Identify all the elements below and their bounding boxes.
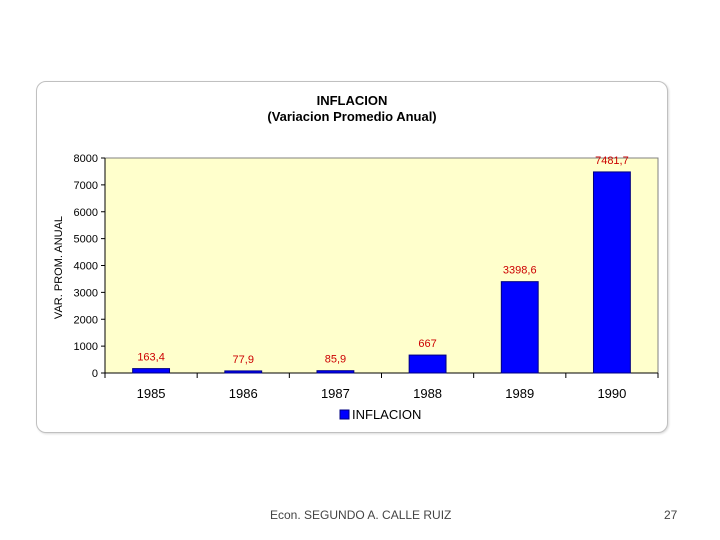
- y-tick-label: 8000: [74, 153, 98, 165]
- footer-author: Econ. SEGUNDO A. CALLE RUIZ: [270, 508, 452, 522]
- legend-label: INFLACION: [352, 407, 421, 422]
- x-tick-label: 1989: [505, 386, 534, 401]
- x-tick-label: 1988: [413, 386, 442, 401]
- bar: [316, 370, 355, 374]
- x-axis: 1985 1986 1987 1988 1989 1990: [104, 372, 659, 401]
- y-tick-label: 1000: [74, 341, 98, 353]
- y-tick-label: 0: [92, 368, 98, 380]
- x-tick-label: 1986: [229, 386, 258, 401]
- data-label: 7481,7: [595, 155, 629, 167]
- slide-number: 27: [664, 508, 678, 522]
- y-axis: 0 1000 2000 3000 4000 5000 6000 7000 8000: [74, 153, 106, 380]
- bar: [500, 281, 539, 374]
- y-tick-label: 4000: [74, 261, 98, 273]
- bar: [408, 354, 447, 374]
- bar: [132, 368, 171, 374]
- data-labels: 163,4 77,9 85,9 667 3398,6 7481,7: [137, 155, 628, 366]
- bars: [132, 171, 631, 374]
- chart-subtitle: (Variacion Promedio Anual): [267, 109, 436, 124]
- data-label: 163,4: [137, 352, 165, 364]
- data-label: 85,9: [325, 354, 346, 366]
- x-tick-label: 1987: [321, 386, 350, 401]
- y-tick-label: 6000: [74, 207, 98, 219]
- y-tick-label: 3000: [74, 287, 98, 299]
- bar: [592, 171, 631, 374]
- plot-area: [104, 157, 659, 374]
- x-tick-label: 1990: [597, 386, 626, 401]
- x-tick-label: 1985: [137, 386, 166, 401]
- chart-title: INFLACION: [317, 93, 388, 108]
- y-tick-label: 5000: [74, 234, 98, 246]
- y-tick-label: 7000: [74, 180, 98, 192]
- bar: [224, 370, 263, 374]
- data-label: 3398,6: [503, 265, 537, 277]
- y-tick-label: 2000: [74, 314, 98, 326]
- y-axis-title: VAR. PROM. ANUAL: [53, 216, 65, 319]
- data-label: 77,9: [233, 354, 254, 366]
- legend: INFLACION: [339, 407, 421, 422]
- legend-swatch: [339, 409, 350, 420]
- data-label: 667: [418, 338, 436, 350]
